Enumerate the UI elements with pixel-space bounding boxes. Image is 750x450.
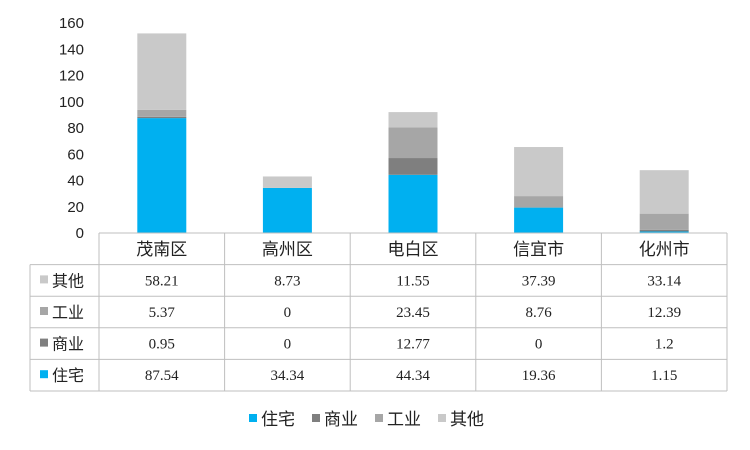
table-cell: 0 <box>535 337 543 353</box>
row-legend-key <box>40 338 48 347</box>
bar-segment <box>137 109 187 117</box>
table-row-label: 商业 <box>52 336 84 354</box>
category-label: 电白区 <box>388 240 439 259</box>
y-tick-label: 0 <box>76 225 84 242</box>
legend-label: 其他 <box>450 410 484 429</box>
bar-segment <box>388 112 438 128</box>
bar-segment <box>388 127 438 159</box>
table-cell: 19.36 <box>522 368 556 384</box>
bar-segment <box>639 170 689 214</box>
y-axis: 0 20 40 60 80 100 120 140 160 <box>59 15 84 242</box>
table-cell: 0 <box>284 337 292 353</box>
bar-segment <box>514 196 564 208</box>
bar-segment <box>262 187 312 233</box>
row-legend-key <box>40 307 48 315</box>
table-row-label: 工业 <box>52 304 84 322</box>
category-label: 信宜市 <box>513 240 564 259</box>
bar-segment <box>262 176 312 188</box>
y-tick-label: 80 <box>67 120 84 137</box>
legend-label: 商业 <box>324 410 358 429</box>
table-row-label: 其他 <box>52 272 84 290</box>
table-row-label: 住宅 <box>52 367 84 385</box>
y-tick-label: 60 <box>67 146 84 163</box>
row-legend-key <box>40 275 48 284</box>
table-cell: 23.45 <box>396 305 430 321</box>
table-cell: 1.15 <box>651 368 677 384</box>
table-cell: 33.14 <box>647 273 681 289</box>
legend-key <box>249 414 257 422</box>
table-cell: 87.54 <box>145 368 179 384</box>
bar-segment <box>514 147 564 197</box>
bar-segment <box>639 213 689 230</box>
bars <box>137 33 689 233</box>
legend-label: 工业 <box>387 410 421 429</box>
table-cell: 8.73 <box>274 273 300 289</box>
table-cell: 58.21 <box>145 273 179 289</box>
bar-segment <box>137 116 187 119</box>
bar-segment <box>639 229 689 232</box>
bar-segment <box>514 207 564 233</box>
bar-segment <box>388 174 438 233</box>
legend: 住宅 商业 工业 其他 <box>249 410 484 429</box>
y-tick-label: 160 <box>59 15 84 32</box>
bar-segment <box>639 231 689 233</box>
category-label: 高州区 <box>262 240 313 259</box>
y-tick-label: 120 <box>59 68 84 85</box>
legend-key <box>312 414 320 422</box>
legend-key <box>438 414 446 422</box>
category-label: 茂南区 <box>136 240 187 259</box>
y-tick-label: 40 <box>67 173 84 190</box>
table-cell: 8.76 <box>525 305 552 321</box>
bar-segment <box>137 118 187 233</box>
bar-segment <box>137 33 187 110</box>
table-cell: 1.2 <box>655 337 674 353</box>
legend-label: 住宅 <box>261 410 295 429</box>
table-cell: 12.39 <box>647 305 681 321</box>
row-legend-key <box>40 370 48 379</box>
bar-segment <box>388 158 438 175</box>
legend-key <box>375 414 383 422</box>
table-cell: 34.34 <box>271 368 305 384</box>
table-cell: 11.55 <box>396 273 429 289</box>
table-cell: 12.77 <box>396 337 430 353</box>
y-tick-label: 20 <box>67 199 84 216</box>
table-cell: 5.37 <box>149 305 176 321</box>
table-cell: 44.34 <box>396 368 430 384</box>
table-cell: 37.39 <box>522 273 556 289</box>
y-tick-label: 100 <box>59 94 84 111</box>
y-tick-label: 140 <box>59 41 84 58</box>
table-cell: 0.95 <box>149 337 175 353</box>
table-cell: 0 <box>284 305 292 321</box>
category-label: 化州市 <box>639 240 690 259</box>
